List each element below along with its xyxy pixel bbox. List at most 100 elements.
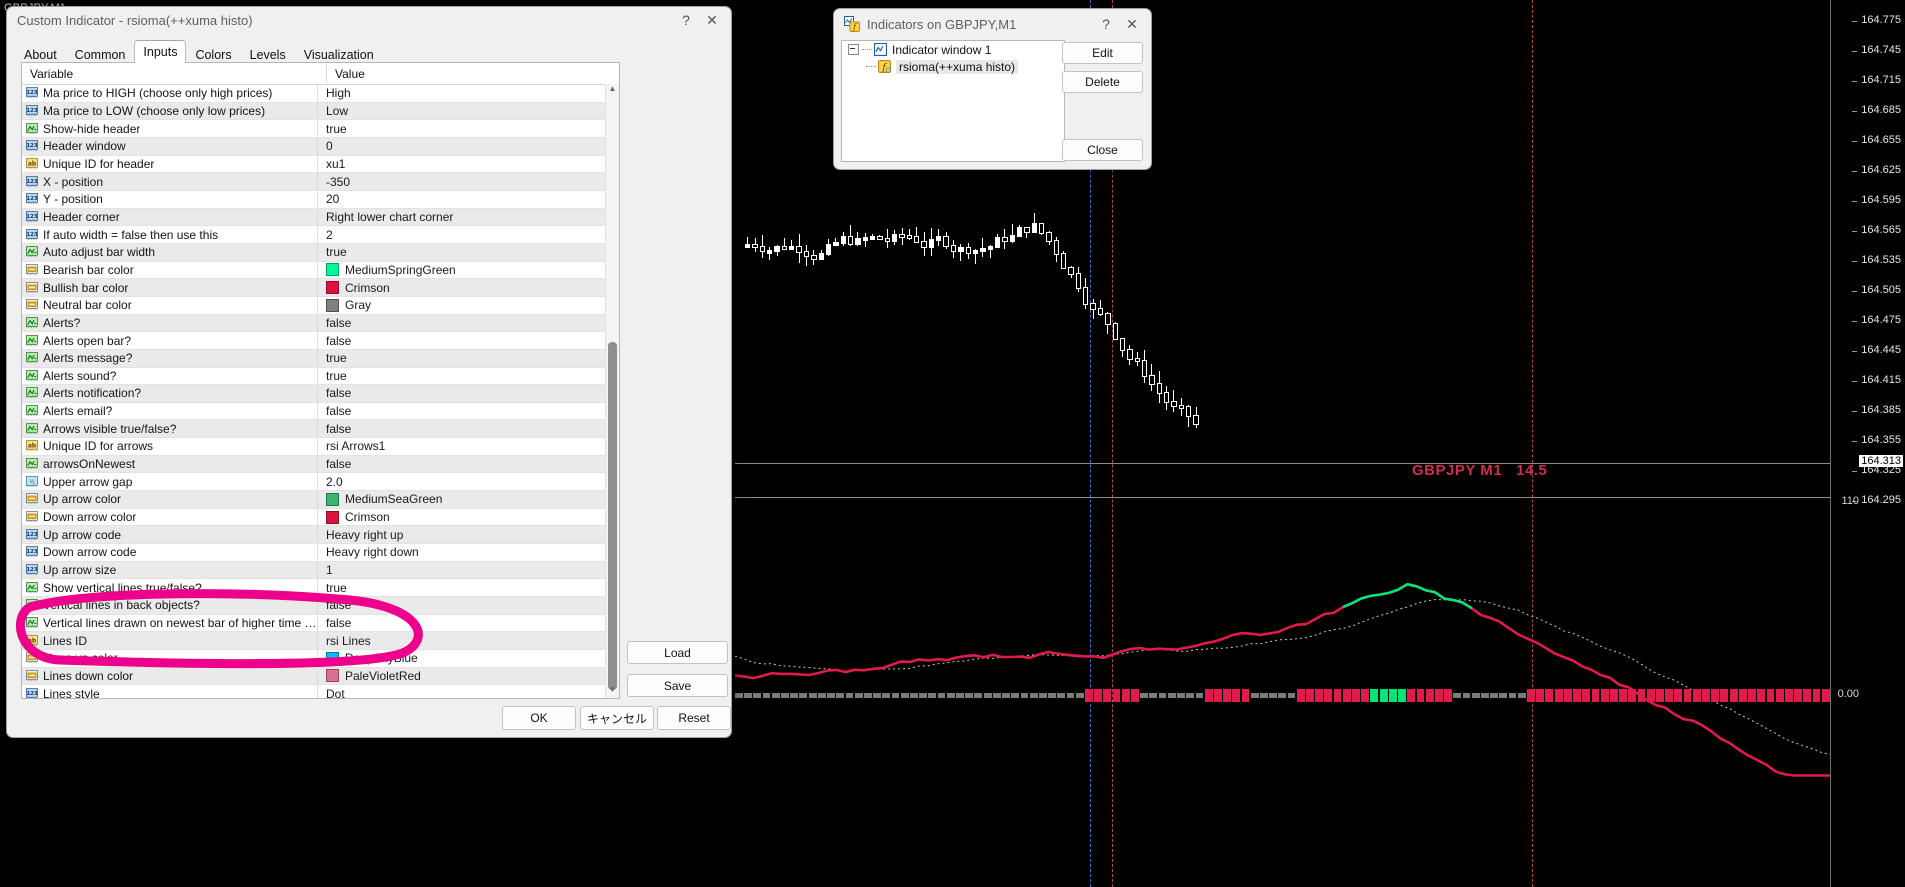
table-row[interactable]: Alerts notification? false bbox=[22, 385, 619, 403]
reset-button[interactable]: Reset bbox=[657, 706, 731, 730]
value-cell[interactable]: false bbox=[318, 615, 619, 632]
table-row[interactable]: 123 Ma price to HIGH (choose only high pr… bbox=[22, 85, 619, 103]
table-row[interactable]: 123 Ma price to LOW (choose only low pric… bbox=[22, 102, 619, 121]
table-row[interactable]: 123 Header window 0 bbox=[22, 137, 619, 156]
grid-scrollbar[interactable]: ▲ ▼ bbox=[605, 84, 619, 698]
tree-node-rsioma[interactable]: f rsioma(++xuma histo) bbox=[842, 58, 1064, 75]
table-row[interactable]: 123 Up arrow code Heavy right up bbox=[22, 526, 619, 545]
table-row[interactable]: 123 Y - position 20 bbox=[22, 190, 619, 209]
value-cell[interactable]: MediumSeaGreen bbox=[318, 491, 619, 508]
table-row[interactable]: 123 Lines style Dot bbox=[22, 685, 619, 698]
value-cell[interactable]: true bbox=[318, 368, 619, 385]
value-cell[interactable]: true bbox=[318, 120, 619, 137]
value-cell[interactable]: true bbox=[318, 579, 619, 596]
table-row[interactable]: ab Unique ID for arrows rsi Arrows1 bbox=[22, 438, 619, 456]
table-row[interactable]: Alerts email? false bbox=[22, 402, 619, 421]
table-row[interactable]: Lines up color DeepSkyBlue bbox=[22, 650, 619, 668]
close-icon[interactable]: ✕ bbox=[706, 11, 718, 28]
value-cell[interactable]: 20 bbox=[318, 191, 619, 208]
value-cell[interactable]: Gray bbox=[318, 297, 619, 314]
cancel-button[interactable]: キャンセル bbox=[580, 706, 654, 730]
value-cell[interactable]: true bbox=[318, 244, 619, 261]
price-scale[interactable]: 164.775 164.745 164.715 164.685 164.655 164.6… bbox=[1830, 0, 1905, 887]
edit-button[interactable]: Edit bbox=[1062, 42, 1143, 64]
custom-indicator-dialog[interactable]: Custom Indicator - rsioma(++xuma histo) … bbox=[6, 6, 732, 738]
close-button[interactable]: Close bbox=[1062, 139, 1143, 161]
table-row[interactable]: ab Unique ID for header xu1 bbox=[22, 155, 619, 174]
table-row[interactable]: 123 Down arrow code Heavy right down bbox=[22, 544, 619, 562]
value-cell[interactable]: -350 bbox=[318, 173, 619, 190]
table-row[interactable]: Up arrow color MediumSeaGreen bbox=[22, 491, 619, 509]
value-cell[interactable]: Low bbox=[318, 103, 619, 120]
value-cell[interactable]: false bbox=[318, 315, 619, 332]
value-cell[interactable]: false bbox=[318, 456, 619, 473]
table-row[interactable]: 123 Up arrow size 1 bbox=[22, 561, 619, 580]
value-cell[interactable]: Crimson bbox=[318, 279, 619, 296]
help-button[interactable]: ? bbox=[682, 12, 690, 28]
table-row[interactable]: Show vertical lines true/false? true bbox=[22, 579, 619, 598]
value-cell[interactable]: DeepSkyBlue bbox=[318, 650, 619, 667]
tab-colors[interactable]: Colors bbox=[195, 48, 232, 62]
list-close-icon[interactable]: ✕ bbox=[1126, 15, 1138, 32]
list-help-button[interactable]: ? bbox=[1102, 16, 1110, 32]
table-row[interactable]: ab Lines ID rsi Lines bbox=[22, 632, 619, 650]
value-cell[interactable]: Crimson bbox=[318, 509, 619, 526]
tab-about[interactable]: About bbox=[24, 48, 57, 62]
table-row[interactable]: Arrows visible true/false? false bbox=[22, 420, 619, 439]
scroll-up-arrow[interactable]: ▲ bbox=[608, 84, 617, 93]
table-row[interactable]: 123 If auto width = false then use this 2 bbox=[22, 226, 619, 244]
table-row[interactable]: Neutral bar color Gray bbox=[22, 296, 619, 315]
tree-node-indicator-window[interactable]: Indicator window 1 bbox=[842, 41, 1064, 58]
table-row[interactable]: Alerts open bar? false bbox=[22, 332, 619, 350]
value-cell[interactable]: PaleVioletRed bbox=[318, 668, 619, 685]
value-cell[interactable]: false bbox=[318, 420, 619, 437]
table-row[interactable]: Vertical lines drawn on newest bar of hi… bbox=[22, 614, 619, 633]
save-button[interactable]: Save bbox=[627, 674, 728, 697]
value-cell[interactable]: 1 bbox=[318, 562, 619, 579]
grid-rows[interactable]: 123 Ma price to HIGH (choose only high pr… bbox=[22, 85, 619, 698]
table-row[interactable]: Bearish bar color MediumSpringGreen bbox=[22, 261, 619, 280]
value-cell[interactable]: false bbox=[318, 403, 619, 420]
table-row[interactable]: arrowsOnNewest false bbox=[22, 455, 619, 474]
dialog-tabs[interactable]: About Common Inputs Colors Levels Visualizati… bbox=[15, 40, 731, 63]
value-cell[interactable]: 2.0 bbox=[318, 473, 619, 490]
delete-button[interactable]: Delete bbox=[1062, 71, 1143, 93]
value-cell[interactable]: rsi Arrows1 bbox=[318, 438, 619, 455]
tab-common[interactable]: Common bbox=[74, 48, 126, 62]
value-cell[interactable]: Heavy right up bbox=[318, 526, 619, 543]
tab-visualization[interactable]: Visualization bbox=[303, 48, 374, 62]
value-cell[interactable]: Dot bbox=[318, 685, 619, 698]
load-button[interactable]: Load bbox=[627, 641, 728, 664]
table-row[interactable]: 123 X - position -350 bbox=[22, 173, 619, 191]
value-cell[interactable]: MediumSpringGreen bbox=[318, 262, 619, 279]
value-cell[interactable]: false bbox=[318, 332, 619, 349]
table-row[interactable]: Alerts message? true bbox=[22, 349, 619, 368]
value-cell[interactable]: true bbox=[318, 350, 619, 367]
tab-inputs[interactable]: Inputs bbox=[134, 40, 187, 63]
value-cell[interactable]: Right lower chart corner bbox=[318, 209, 619, 226]
value-cell[interactable]: 2 bbox=[318, 226, 619, 243]
table-row[interactable]: Bullish bar color Crimson bbox=[22, 279, 619, 297]
scroll-thumb[interactable] bbox=[608, 342, 617, 690]
table-row[interactable]: Alerts? false bbox=[22, 314, 619, 333]
table-row[interactable]: Lines down color PaleVioletRed bbox=[22, 667, 619, 686]
indicators-list-dialog[interactable]: f Indicators on GBPJPY,M1 ? ✕ Indicator … bbox=[833, 8, 1152, 170]
inputs-grid[interactable]: Variable Value 123 Ma price to HIGH (choo… bbox=[21, 62, 620, 699]
table-row[interactable]: ½ Upper arrow gap 2.0 bbox=[22, 473, 619, 492]
value-cell[interactable]: false bbox=[318, 597, 619, 614]
value-cell[interactable]: false bbox=[318, 385, 619, 402]
value-cell[interactable]: 0 bbox=[318, 138, 619, 155]
scroll-down-arrow[interactable]: ▼ bbox=[608, 685, 617, 694]
list-dialog-titlebar[interactable]: f Indicators on GBPJPY,M1 ? ✕ bbox=[834, 9, 1151, 39]
table-row[interactable]: Show-hide header true bbox=[22, 120, 619, 138]
table-row[interactable]: Vertical lines in back objects? false bbox=[22, 597, 619, 615]
value-cell[interactable]: xu1 bbox=[318, 156, 619, 173]
dialog-titlebar[interactable]: Custom Indicator - rsioma(++xuma histo) … bbox=[7, 7, 731, 33]
collapse-toggle-icon[interactable] bbox=[848, 44, 859, 55]
table-row[interactable]: Alerts sound? true bbox=[22, 367, 619, 386]
value-cell[interactable]: High bbox=[318, 85, 619, 102]
indicator-tree[interactable]: Indicator window 1 f rsioma(++xuma histo… bbox=[841, 40, 1065, 162]
ok-button[interactable]: OK bbox=[502, 706, 576, 730]
table-row[interactable]: Down arrow color Crimson bbox=[22, 508, 619, 527]
table-row[interactable]: Auto adjust bar width true bbox=[22, 243, 619, 262]
